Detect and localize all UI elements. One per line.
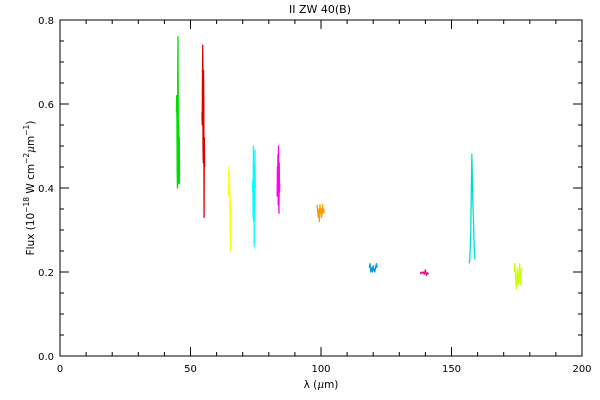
x-tick-label: 100 <box>311 364 330 375</box>
x-tick-label: 150 <box>442 364 461 375</box>
chart-title: II ZW 40(B) <box>289 3 351 16</box>
x-tick-label: 50 <box>184 364 197 375</box>
series-line-4 <box>251 145 256 248</box>
series-line-5 <box>276 145 281 214</box>
x-tick-label: 200 <box>572 364 591 375</box>
series-line-3 <box>227 166 232 252</box>
series-line-10 <box>513 262 523 290</box>
y-axis-ticks: 0.0 0.2 0.4 0.6 0.8 <box>38 16 582 363</box>
x-axis-title: λ (μm) <box>304 379 339 391</box>
series-line-6 <box>316 204 325 223</box>
y-tick-label: 0.6 <box>38 100 54 111</box>
y-tick-label: 0.4 <box>38 184 54 195</box>
series-line-1 <box>175 36 181 189</box>
series-group <box>175 36 523 290</box>
y-tick-label: 0.0 <box>38 352 54 363</box>
x-axis-ticks: 0 50 100 150 200 <box>57 20 592 375</box>
y-axis-title: Flux (10−18 W cm−2μm−1) <box>22 121 37 256</box>
series-line-8 <box>419 269 430 277</box>
x-tick-label: 0 <box>57 364 63 375</box>
y-tick-label: 0.2 <box>38 268 54 279</box>
series-line-7 <box>368 262 378 273</box>
series-line-9 <box>468 153 476 264</box>
series-line-2 <box>201 44 206 219</box>
y-tick-label: 0.8 <box>38 16 54 27</box>
